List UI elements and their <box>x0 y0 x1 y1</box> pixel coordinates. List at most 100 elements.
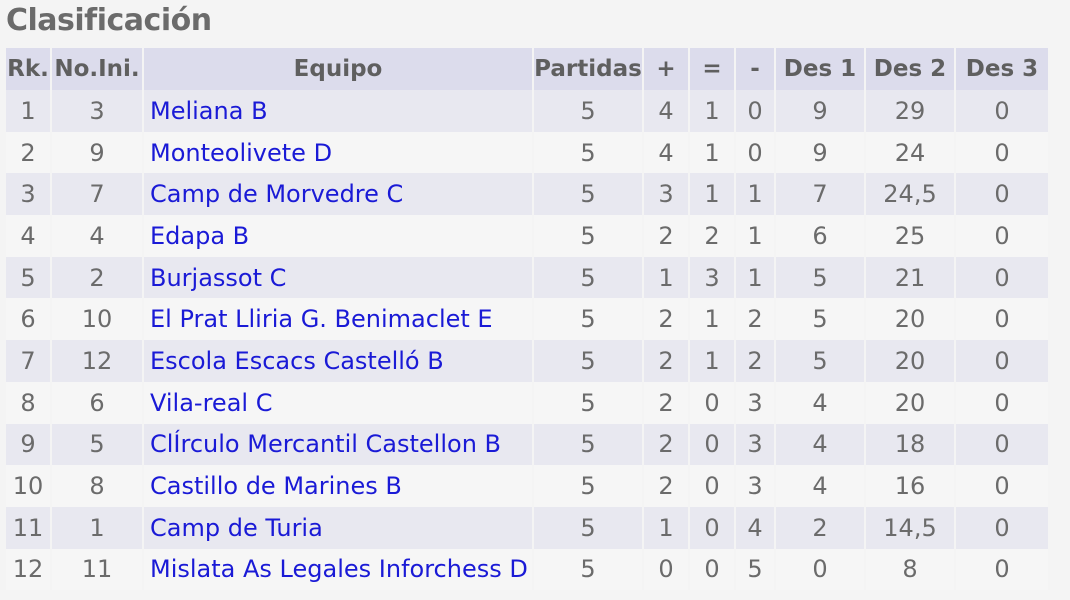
cell-games: 5 <box>534 423 644 466</box>
cell-games: 5 <box>534 340 644 382</box>
cell-games: 5 <box>534 215 644 257</box>
table-row: 10 8 Castillo de Marines B 5 2 0 3 4 16 0 <box>6 465 1048 507</box>
cell-wins: 3 <box>644 173 690 216</box>
cell-tb1: 9 <box>776 131 866 174</box>
cell-start-no: 4 <box>52 215 144 257</box>
cell-games: 5 <box>534 131 644 174</box>
cell-tb1: 4 <box>776 381 866 424</box>
team-link[interactable]: Castillo de Marines B <box>150 472 402 501</box>
cell-draws: 1 <box>690 340 736 382</box>
cell-losses: 4 <box>736 506 776 549</box>
table-row: 3 7 Camp de Morvedre C 5 3 1 1 7 24,5 0 <box>6 173 1048 216</box>
table-row: 6 10 El Prat Lliria G. Benimaclet E 5 2 1 2 5 20… <box>6 298 1048 341</box>
cell-tb3: 0 <box>956 381 1048 424</box>
cell-losses: 1 <box>736 256 776 299</box>
table-row: 9 5 ClÍrculo Mercantil Castellon B 5 2 0 3 4 18 0 <box>6 423 1048 466</box>
cell-team: Vila-real C <box>144 381 534 424</box>
table-row: 8 6 Vila-real C 5 2 0 3 4 20 0 <box>6 381 1048 424</box>
cell-team: Camp de Turia <box>144 506 534 549</box>
team-link[interactable]: Camp de Morvedre C <box>150 180 404 209</box>
cell-tb1: 9 <box>776 90 866 132</box>
cell-losses: 2 <box>736 298 776 341</box>
cell-losses: 3 <box>736 423 776 466</box>
cell-wins: 2 <box>644 423 690 466</box>
team-link[interactable]: Camp de Turia <box>150 513 323 542</box>
cell-tb3: 0 <box>956 423 1048 466</box>
cell-wins: 2 <box>644 298 690 341</box>
header-tb1: Des 1 <box>776 48 866 90</box>
header-team: Equipo <box>144 48 534 90</box>
cell-tb2: 25 <box>866 215 956 257</box>
cell-start-no: 2 <box>52 256 144 299</box>
cell-start-no: 7 <box>52 173 144 216</box>
cell-tb1: 5 <box>776 340 866 382</box>
cell-start-no: 6 <box>52 381 144 424</box>
cell-team: Mislata As Legales Inforchess D <box>144 548 534 591</box>
cell-rank: 10 <box>6 465 52 507</box>
cell-rank: 12 <box>6 548 52 591</box>
team-link[interactable]: Burjassot C <box>150 263 287 292</box>
table-row: 2 9 Monteolivete D 5 4 1 0 9 24 0 <box>6 131 1048 174</box>
cell-draws: 1 <box>690 173 736 216</box>
table-row: 4 4 Edapa B 5 2 2 1 6 25 0 <box>6 215 1048 257</box>
cell-games: 5 <box>534 465 644 507</box>
cell-start-no: 9 <box>52 131 144 174</box>
team-link[interactable]: El Prat Lliria G. Benimaclet E <box>150 305 493 334</box>
cell-rank: 8 <box>6 381 52 424</box>
cell-draws: 1 <box>690 298 736 341</box>
team-link[interactable]: Edapa B <box>150 221 250 250</box>
cell-tb3: 0 <box>956 131 1048 174</box>
cell-tb2: 20 <box>866 381 956 424</box>
cell-games: 5 <box>534 298 644 341</box>
cell-wins: 4 <box>644 131 690 174</box>
cell-tb3: 0 <box>956 256 1048 299</box>
cell-games: 5 <box>534 90 644 132</box>
cell-rank: 1 <box>6 90 52 132</box>
team-link[interactable]: Vila-real C <box>150 388 273 417</box>
team-link[interactable]: Mislata As Legales Inforchess D <box>150 555 528 584</box>
cell-losses: 3 <box>736 465 776 507</box>
cell-wins: 2 <box>644 215 690 257</box>
cell-draws: 1 <box>690 90 736 132</box>
cell-tb1: 5 <box>776 256 866 299</box>
cell-tb2: 18 <box>866 423 956 466</box>
team-link[interactable]: Meliana B <box>150 96 268 125</box>
cell-tb2: 8 <box>866 548 956 591</box>
cell-rank: 11 <box>6 506 52 549</box>
cell-start-no: 5 <box>52 423 144 466</box>
header-games: Partidas <box>534 48 644 90</box>
cell-tb2: 29 <box>866 90 956 132</box>
cell-start-no: 8 <box>52 465 144 507</box>
cell-tb2: 14,5 <box>866 506 956 549</box>
cell-wins: 4 <box>644 90 690 132</box>
team-link[interactable]: Escola Escacs Castelló B <box>150 346 444 375</box>
cell-rank: 6 <box>6 298 52 341</box>
table-row: 7 12 Escola Escacs Castelló B 5 2 1 2 5 20 0 <box>6 340 1048 382</box>
cell-start-no: 3 <box>52 90 144 132</box>
team-link[interactable]: ClÍrculo Mercantil Castellon B <box>150 430 501 459</box>
cell-team: Escola Escacs Castelló B <box>144 340 534 382</box>
header-tb3: Des 3 <box>956 48 1048 90</box>
cell-team: Meliana B <box>144 90 534 132</box>
cell-tb3: 0 <box>956 298 1048 341</box>
cell-tb1: 4 <box>776 423 866 466</box>
cell-tb1: 2 <box>776 506 866 549</box>
cell-losses: 1 <box>736 215 776 257</box>
cell-wins: 0 <box>644 548 690 591</box>
cell-tb3: 0 <box>956 173 1048 216</box>
cell-wins: 2 <box>644 465 690 507</box>
standings-table: Rk. No.Ini. Equipo Partidas + = - Des 1 … <box>6 48 1048 591</box>
table-row: 11 1 Camp de Turia 5 1 0 4 2 14,5 0 <box>6 506 1048 549</box>
cell-tb2: 16 <box>866 465 956 507</box>
cell-tb2: 24 <box>866 131 956 174</box>
header-draws: = <box>690 48 736 90</box>
cell-team: Edapa B <box>144 215 534 257</box>
cell-tb1: 5 <box>776 298 866 341</box>
cell-rank: 5 <box>6 256 52 299</box>
cell-losses: 3 <box>736 381 776 424</box>
header-rank: Rk. <box>6 48 52 90</box>
team-link[interactable]: Monteolivete D <box>150 138 333 167</box>
cell-draws: 0 <box>690 465 736 507</box>
